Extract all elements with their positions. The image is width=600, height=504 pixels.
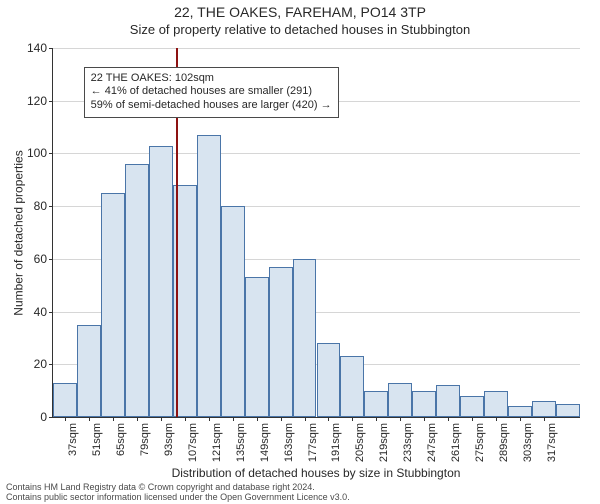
histogram-bar: [436, 385, 460, 417]
xtick-label: 247sqm: [426, 423, 438, 462]
xtick-label: 163sqm: [283, 423, 295, 462]
xtick-label: 317sqm: [546, 423, 558, 462]
xtick-mark: [65, 417, 66, 421]
xtick-label: 121sqm: [211, 423, 223, 462]
xtick-label: 93sqm: [163, 423, 175, 456]
xtick-mark: [328, 417, 329, 421]
xtick-mark: [424, 417, 425, 421]
ytick-label: 100: [27, 146, 53, 160]
histogram-bar: [269, 267, 293, 417]
xtick-mark: [448, 417, 449, 421]
gridline: [53, 48, 580, 49]
histogram-bar: [556, 404, 580, 417]
ytick-label: 40: [34, 305, 53, 319]
info-line-3: 59% of semi-detached houses are larger (…: [91, 99, 332, 113]
xtick-mark: [257, 417, 258, 421]
histogram-bar: [460, 396, 484, 417]
ytick-label: 0: [40, 410, 53, 424]
histogram-bar: [197, 135, 221, 417]
footer-line-2: Contains public sector information licen…: [6, 493, 350, 502]
histogram-bar: [412, 391, 436, 417]
histogram-bar: [364, 391, 388, 417]
address-title: 22, THE OAKES, FAREHAM, PO14 3TP: [0, 4, 600, 20]
xtick-mark: [233, 417, 234, 421]
xtick-label: 135sqm: [235, 423, 247, 462]
xtick-label: 303sqm: [522, 423, 534, 462]
xtick-label: 289sqm: [498, 423, 510, 462]
ytick-label: 120: [27, 94, 53, 108]
info-line-1: 22 THE OAKES: 102sqm: [91, 72, 332, 86]
ytick-label: 20: [34, 357, 53, 371]
histogram-bar: [149, 146, 173, 417]
xtick-mark: [376, 417, 377, 421]
info-line-2: ← 41% of detached houses are smaller (29…: [91, 85, 332, 99]
xtick-mark: [472, 417, 473, 421]
y-axis-label-text: Number of detached properties: [12, 150, 26, 315]
histogram-bar: [101, 193, 125, 417]
xtick-label: 261sqm: [450, 423, 462, 462]
xtick-mark: [352, 417, 353, 421]
ytick-label: 80: [34, 199, 53, 213]
xtick-mark: [496, 417, 497, 421]
info-box: 22 THE OAKES: 102sqm ← 41% of detached h…: [84, 67, 339, 118]
xtick-label: 149sqm: [259, 423, 271, 462]
histogram-bar: [340, 356, 364, 417]
ytick-label: 60: [34, 252, 53, 266]
histogram-bar: [388, 383, 412, 417]
xtick-mark: [281, 417, 282, 421]
histogram-bar: [508, 406, 532, 417]
xtick-mark: [137, 417, 138, 421]
xtick-label: 177sqm: [307, 423, 319, 462]
chart-subtitle: Size of property relative to detached ho…: [0, 22, 600, 37]
histogram-bar: [484, 391, 508, 417]
histogram-bar: [317, 343, 341, 417]
xtick-mark: [209, 417, 210, 421]
histogram-plot: 02040608010012014037sqm51sqm65sqm79sqm93…: [52, 48, 580, 418]
xtick-mark: [305, 417, 306, 421]
xtick-label: 107sqm: [187, 423, 199, 462]
histogram-bar: [245, 277, 269, 417]
histogram-bar: [77, 325, 101, 417]
xtick-label: 65sqm: [115, 423, 127, 456]
xtick-label: 51sqm: [91, 423, 103, 456]
xtick-mark: [185, 417, 186, 421]
x-axis-label: Distribution of detached houses by size …: [52, 466, 580, 480]
xtick-label: 205sqm: [354, 423, 366, 462]
xtick-mark: [544, 417, 545, 421]
histogram-bar: [293, 259, 317, 417]
xtick-label: 275sqm: [474, 423, 486, 462]
xtick-label: 37sqm: [67, 423, 79, 456]
xtick-mark: [89, 417, 90, 421]
histogram-bar: [532, 401, 556, 417]
y-axis-label: Number of detached properties: [10, 48, 28, 418]
histogram-bar: [221, 206, 245, 417]
xtick-label: 219sqm: [378, 423, 390, 462]
histogram-bar: [125, 164, 149, 417]
gridline: [53, 153, 580, 154]
footer-attribution: Contains HM Land Registry data © Crown c…: [6, 483, 350, 502]
histogram-bar: [53, 383, 77, 417]
xtick-label: 191sqm: [330, 423, 342, 462]
xtick-mark: [161, 417, 162, 421]
xtick-label: 233sqm: [402, 423, 414, 462]
xtick-mark: [113, 417, 114, 421]
ytick-label: 140: [27, 41, 53, 55]
xtick-mark: [520, 417, 521, 421]
xtick-mark: [400, 417, 401, 421]
xtick-label: 79sqm: [139, 423, 151, 456]
